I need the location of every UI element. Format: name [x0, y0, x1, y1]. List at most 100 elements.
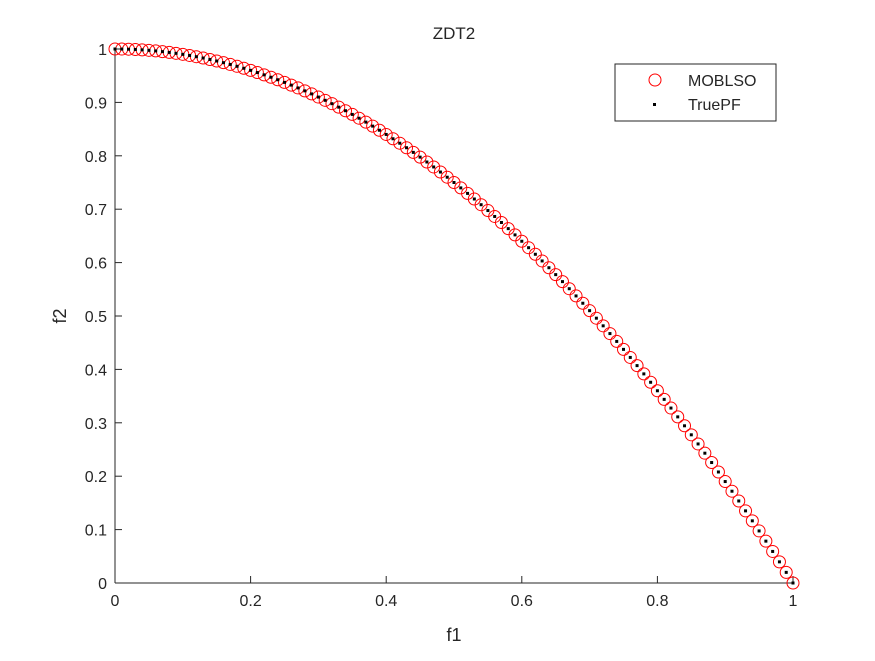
point-truepf: [520, 239, 524, 243]
point-truepf: [662, 397, 666, 401]
point-truepf: [242, 66, 246, 70]
y-tick-label: 0.2: [85, 469, 107, 486]
point-truepf: [316, 95, 320, 99]
point-moblso: [332, 100, 346, 114]
point-truepf: [777, 560, 781, 564]
point-moblso: [345, 107, 359, 121]
point-moblso: [379, 127, 393, 141]
point-moblso: [786, 576, 800, 590]
point-truepf: [737, 499, 741, 503]
y-tick-label: 0.7: [85, 202, 107, 219]
point-moblso: [298, 84, 312, 98]
point-moblso: [325, 97, 339, 111]
point-moblso: [617, 342, 630, 356]
point-moblso: [427, 160, 441, 174]
point-truepf: [276, 78, 280, 82]
point-truepf: [120, 47, 124, 51]
point-truepf: [235, 64, 239, 68]
y-axis-label: f2: [50, 308, 70, 323]
point-moblso: [664, 401, 678, 415]
point-moblso: [725, 484, 739, 498]
point-truepf: [703, 451, 707, 455]
point-moblso: [684, 428, 698, 442]
point-truepf: [330, 102, 334, 106]
point-truepf: [472, 197, 476, 201]
point-moblso: [264, 70, 278, 84]
point-moblso: [352, 111, 366, 125]
point-truepf: [154, 49, 158, 53]
point-moblso: [271, 73, 285, 87]
point-truepf: [696, 442, 700, 446]
point-truepf: [567, 287, 571, 291]
point-truepf: [127, 47, 131, 51]
point-moblso: [284, 78, 298, 92]
point-truepf: [113, 47, 117, 51]
point-moblso: [413, 150, 427, 164]
point-moblso: [549, 268, 563, 282]
point-truepf: [364, 120, 368, 124]
point-truepf: [771, 549, 775, 553]
point-truepf: [513, 233, 517, 237]
point-truepf: [791, 581, 795, 585]
point-truepf: [147, 48, 151, 52]
point-truepf: [744, 509, 748, 513]
point-truepf: [160, 50, 164, 54]
point-moblso: [393, 136, 407, 150]
point-truepf: [757, 529, 761, 533]
point-moblso: [542, 261, 556, 275]
point-truepf: [405, 146, 409, 150]
point-moblso: [596, 319, 610, 333]
point-truepf: [283, 80, 286, 84]
point-truepf: [391, 137, 395, 141]
point-moblso: [522, 241, 536, 255]
point-truepf: [764, 539, 768, 543]
point-truepf: [289, 83, 293, 87]
point-moblso: [555, 275, 569, 289]
point-truepf: [188, 53, 192, 57]
point-truepf: [425, 160, 429, 164]
point-truepf: [479, 203, 483, 207]
point-moblso: [386, 132, 400, 146]
x-tick-label: 0: [111, 593, 120, 610]
y-tick-label: 0.4: [85, 362, 107, 379]
point-truepf: [560, 280, 564, 284]
point-truepf: [269, 75, 273, 79]
point-moblso: [766, 544, 780, 558]
point-truepf: [459, 186, 463, 190]
point-truepf: [357, 116, 361, 120]
point-truepf: [689, 433, 693, 437]
point-moblso: [230, 59, 244, 73]
point-truepf: [655, 389, 659, 393]
point-truepf: [445, 175, 449, 179]
point-truepf: [432, 165, 436, 169]
point-truepf: [594, 316, 598, 320]
point-moblso: [691, 437, 705, 451]
point-moblso: [589, 311, 603, 325]
point-moblso: [223, 57, 237, 71]
y-tick-label: 0.1: [85, 523, 107, 540]
point-truepf: [371, 124, 375, 128]
point-truepf: [377, 128, 381, 132]
y-tick-label: 0.9: [85, 95, 107, 112]
chart-title: ZDT2: [433, 24, 476, 43]
point-moblso: [318, 93, 332, 107]
point-moblso: [210, 54, 224, 68]
point-truepf: [228, 62, 232, 66]
point-truepf: [194, 55, 198, 59]
point-truepf: [344, 109, 348, 113]
legend: MOBLSO TruePF: [614, 63, 777, 122]
point-truepf: [676, 415, 680, 419]
point-truepf: [723, 480, 727, 484]
point-truepf: [310, 92, 314, 96]
point-moblso: [671, 410, 685, 424]
point-truepf: [350, 112, 354, 116]
point-moblso: [250, 66, 264, 80]
legend-label-truepf: TruePF: [688, 97, 741, 114]
x-tick-label: 0.4: [375, 593, 397, 610]
point-moblso: [562, 282, 576, 296]
point-moblso: [718, 475, 732, 489]
point-truepf: [506, 227, 510, 231]
point-truepf: [527, 246, 531, 250]
point-moblso: [678, 419, 692, 433]
x-tick-label: 1: [789, 593, 798, 610]
